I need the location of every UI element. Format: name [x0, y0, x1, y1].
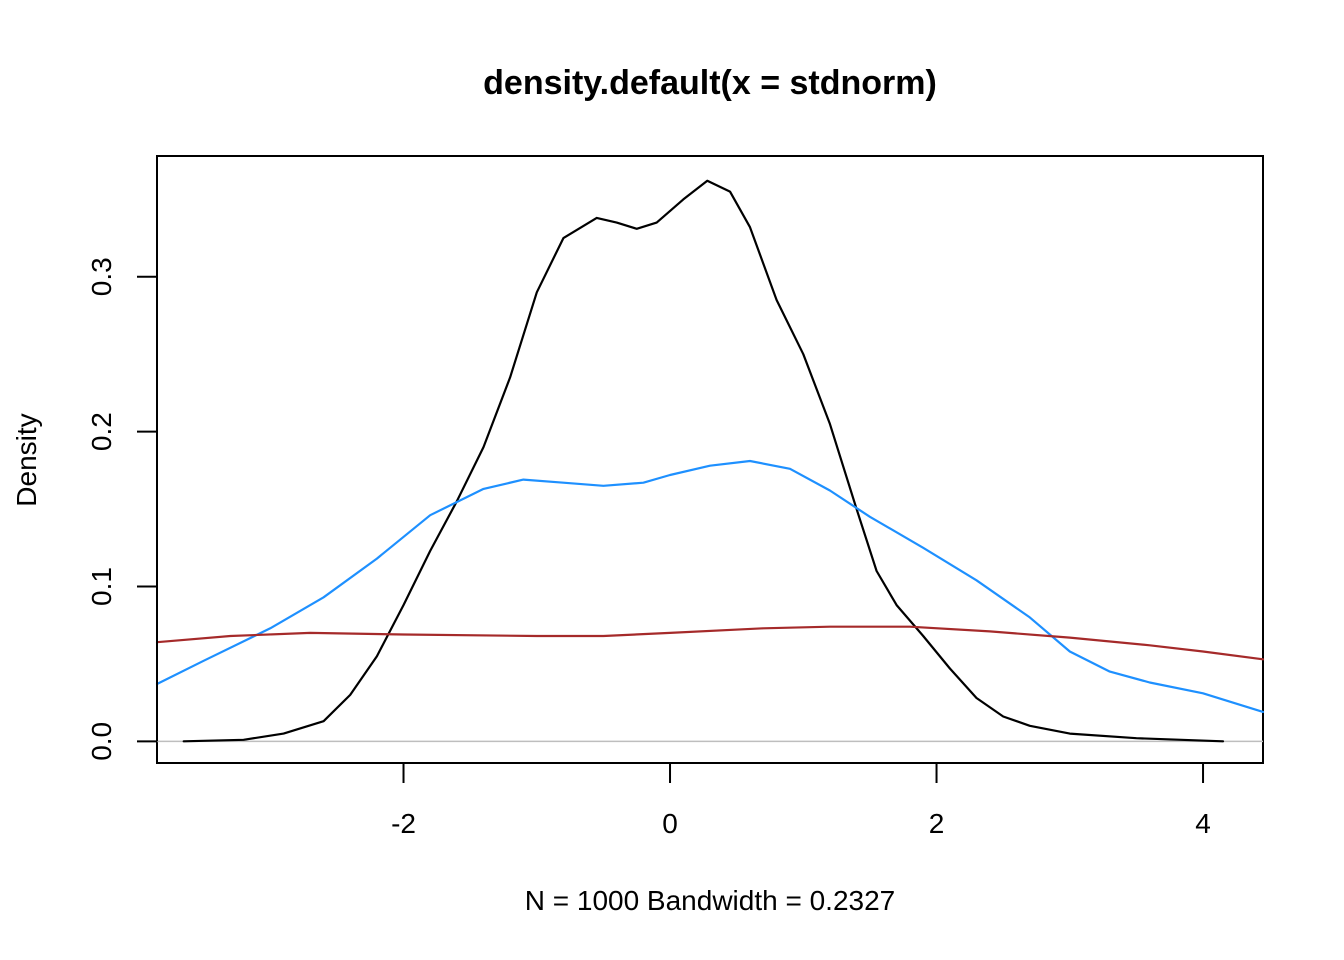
x-tick-label: 2	[929, 808, 945, 839]
x-tick-label: 4	[1195, 808, 1211, 839]
y-tick-label: 0.3	[86, 257, 117, 296]
y-axis-label: Density	[11, 413, 42, 506]
y-tick-label: 0.1	[86, 567, 117, 606]
y-axis: 0.0 0.1 0.2 0.3	[86, 257, 158, 761]
series-layer	[155, 179, 1265, 743]
x-tick-label: 0	[662, 808, 678, 839]
chart-title: density.default(x = stdnorm)	[483, 64, 937, 102]
y-tick-label: 0.2	[86, 412, 117, 451]
density-line-1	[182, 179, 1225, 743]
x-axis: -2 0 2 4	[391, 762, 1211, 839]
density-line-2	[155, 459, 1265, 714]
plot-frame	[156, 155, 1264, 764]
x-axis-label: N = 1000 Bandwidth = 0.2327	[525, 885, 896, 916]
y-tick-label: 0.0	[86, 722, 117, 761]
x-tick-label: -2	[391, 808, 416, 839]
density-line-3	[155, 625, 1265, 661]
